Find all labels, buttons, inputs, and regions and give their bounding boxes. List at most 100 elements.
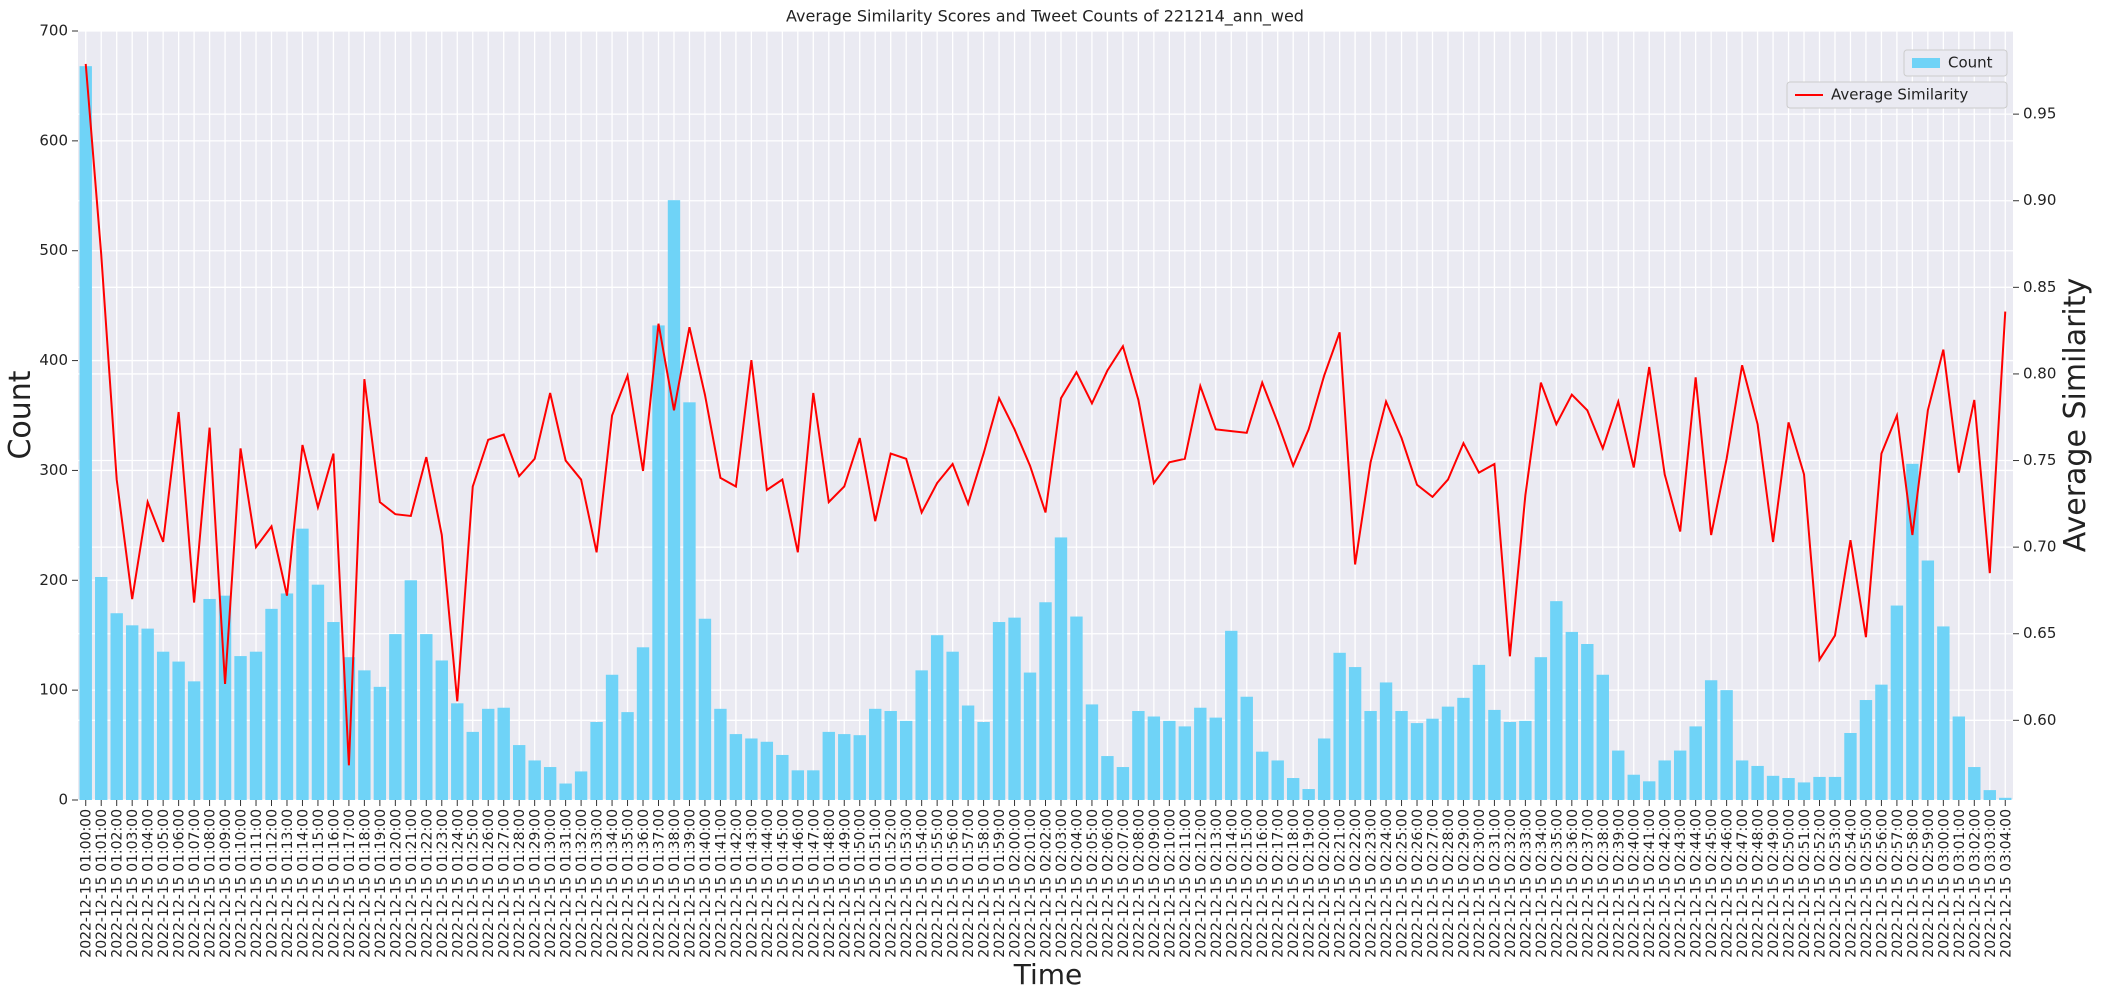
x-tick-label: 2022-12-15 02:01:00 [1023, 809, 1039, 958]
x-tick-label: 2022-12-15 01:33:00 [590, 809, 606, 958]
bar [1178, 726, 1192, 800]
bar [1441, 706, 1455, 800]
legend-label: Average Similarity [1831, 86, 1968, 104]
x-tick-label: 2022-12-15 02:04:00 [1069, 809, 1085, 958]
x-tick-label: 2022-12-15 02:14:00 [1224, 809, 1240, 958]
bar [1101, 756, 1114, 800]
x-tick-label: 2022-12-15 02:37:00 [1580, 809, 1596, 958]
x-tick-label: 2022-12-15 02:46:00 [1720, 809, 1736, 958]
x-tick-label: 2022-12-15 02:03:00 [1054, 809, 1070, 958]
x-tick-label: 2022-12-15 01:18:00 [357, 809, 373, 958]
bar [1534, 657, 1548, 800]
x-tick-label: 2022-12-15 02:24:00 [1379, 809, 1395, 958]
bar [1689, 726, 1702, 800]
x-tick-label: 2022-12-15 02:31:00 [1487, 809, 1503, 958]
x-tick-label: 2022-12-15 02:33:00 [1518, 809, 1534, 958]
bar [838, 734, 851, 800]
bar [1983, 790, 1996, 800]
bar [1194, 707, 1207, 800]
x-tick-label: 2022-12-15 02:44:00 [1689, 809, 1705, 958]
x-tick-label: 2022-12-15 01:04:00 [141, 809, 157, 958]
bar [1286, 778, 1300, 800]
bar [1070, 616, 1083, 800]
bar [1426, 718, 1439, 800]
x-tick-label: 2022-12-15 02:08:00 [1131, 809, 1147, 958]
bar [482, 708, 495, 800]
bar [1844, 732, 1857, 800]
x-tick-label: 2022-12-15 01:48:00 [822, 809, 838, 958]
x-tick-label: 2022-12-15 01:17:00 [342, 809, 358, 958]
x-tick-label: 2022-12-15 02:09:00 [1147, 809, 1163, 958]
bar [1256, 751, 1269, 800]
bar [1673, 750, 1687, 800]
x-tick-label: 2022-12-15 01:27:00 [497, 809, 513, 958]
bar [466, 731, 479, 800]
x-tick-label: 2022-12-15 01:32:00 [574, 809, 590, 958]
y-tick-label: 300 [39, 461, 68, 479]
x-tick-label: 2022-12-15 02:52:00 [1813, 809, 1829, 958]
x-tick-label: 2022-12-15 02:42:00 [1658, 809, 1674, 958]
x-tick-label: 2022-12-15 02:18:00 [1286, 809, 1302, 958]
bar [853, 735, 866, 800]
x-tick-label: 2022-12-15 02:06:00 [1100, 809, 1116, 958]
bar [1720, 690, 1733, 800]
x-tick-label: 2022-12-15 03:01:00 [1952, 809, 1968, 958]
bar [899, 720, 913, 800]
bar [1550, 601, 1563, 800]
bar [296, 528, 309, 800]
bar [1302, 789, 1315, 800]
y2-tick-label: 0.60 [2023, 711, 2056, 729]
bar [1859, 700, 1873, 800]
bar [156, 651, 170, 800]
bar [961, 705, 975, 800]
x-tick-label: 2022-12-15 01:31:00 [559, 809, 575, 958]
bar [172, 661, 185, 800]
legend: Average Similarity [1786, 81, 2008, 109]
x-tick-label: 2022-12-15 01:00:00 [79, 809, 95, 958]
x-tick-label: 2022-12-15 02:23:00 [1364, 809, 1380, 958]
x-tick-label: 2022-12-15 01:16:00 [326, 809, 342, 958]
bar [977, 722, 990, 800]
x-tick-label: 2022-12-15 02:59:00 [1921, 809, 1937, 958]
x-tick-label: 2022-12-15 01:44:00 [760, 809, 776, 958]
bar [714, 708, 727, 800]
bar [1488, 709, 1501, 800]
x-tick-label: 2022-12-15 02:20:00 [1317, 809, 1333, 958]
bar [79, 66, 92, 800]
x-tick-label: 2022-12-15 01:45:00 [775, 809, 791, 958]
y2-tick-label: 0.95 [2023, 105, 2056, 123]
legend-label: Count [1948, 54, 1993, 72]
x-tick-label: 2022-12-15 02:22:00 [1348, 809, 1364, 958]
bar [1782, 778, 1795, 800]
bar [1054, 537, 1068, 800]
x-tick-label: 2022-12-15 02:35:00 [1549, 809, 1565, 958]
bar [451, 703, 464, 800]
bar [1875, 684, 1888, 800]
x-tick-label: 2022-12-15 01:51:00 [868, 809, 884, 958]
bar [1225, 630, 1238, 800]
x-tick-label: 2022-12-15 02:21:00 [1333, 809, 1349, 958]
x-tick-label: 2022-12-15 01:07:00 [187, 809, 203, 958]
x-tick-label: 2022-12-15 01:50:00 [853, 809, 869, 958]
bar [1999, 797, 2012, 800]
x-tick-label: 2022-12-15 01:39:00 [682, 809, 698, 958]
x-tick-label: 2022-12-15 02:16:00 [1255, 809, 1271, 958]
x-tick-label: 2022-12-15 02:40:00 [1627, 809, 1643, 958]
x-tick-label: 2022-12-15 01:09:00 [218, 809, 234, 958]
bar [389, 634, 402, 800]
bar [776, 754, 789, 800]
y2-tick-label: 0.85 [2023, 278, 2056, 296]
x-tick-label: 2022-12-15 01:36:00 [636, 809, 652, 958]
bar [1317, 738, 1331, 800]
bar [1271, 760, 1284, 800]
bar [636, 647, 650, 800]
legend: Count [1903, 49, 2008, 77]
bar [559, 783, 572, 800]
bar [807, 770, 820, 800]
x-tick-label: 2022-12-15 02:53:00 [1828, 809, 1844, 958]
x-tick-label: 2022-12-15 01:20:00 [388, 809, 404, 958]
x-tick-label: 2022-12-15 01:53:00 [899, 809, 915, 958]
x-tick-label: 2022-12-15 01:24:00 [450, 809, 466, 958]
y-tick-label: 200 [39, 571, 68, 589]
x-tick-label: 2022-12-15 02:00:00 [1008, 809, 1024, 958]
